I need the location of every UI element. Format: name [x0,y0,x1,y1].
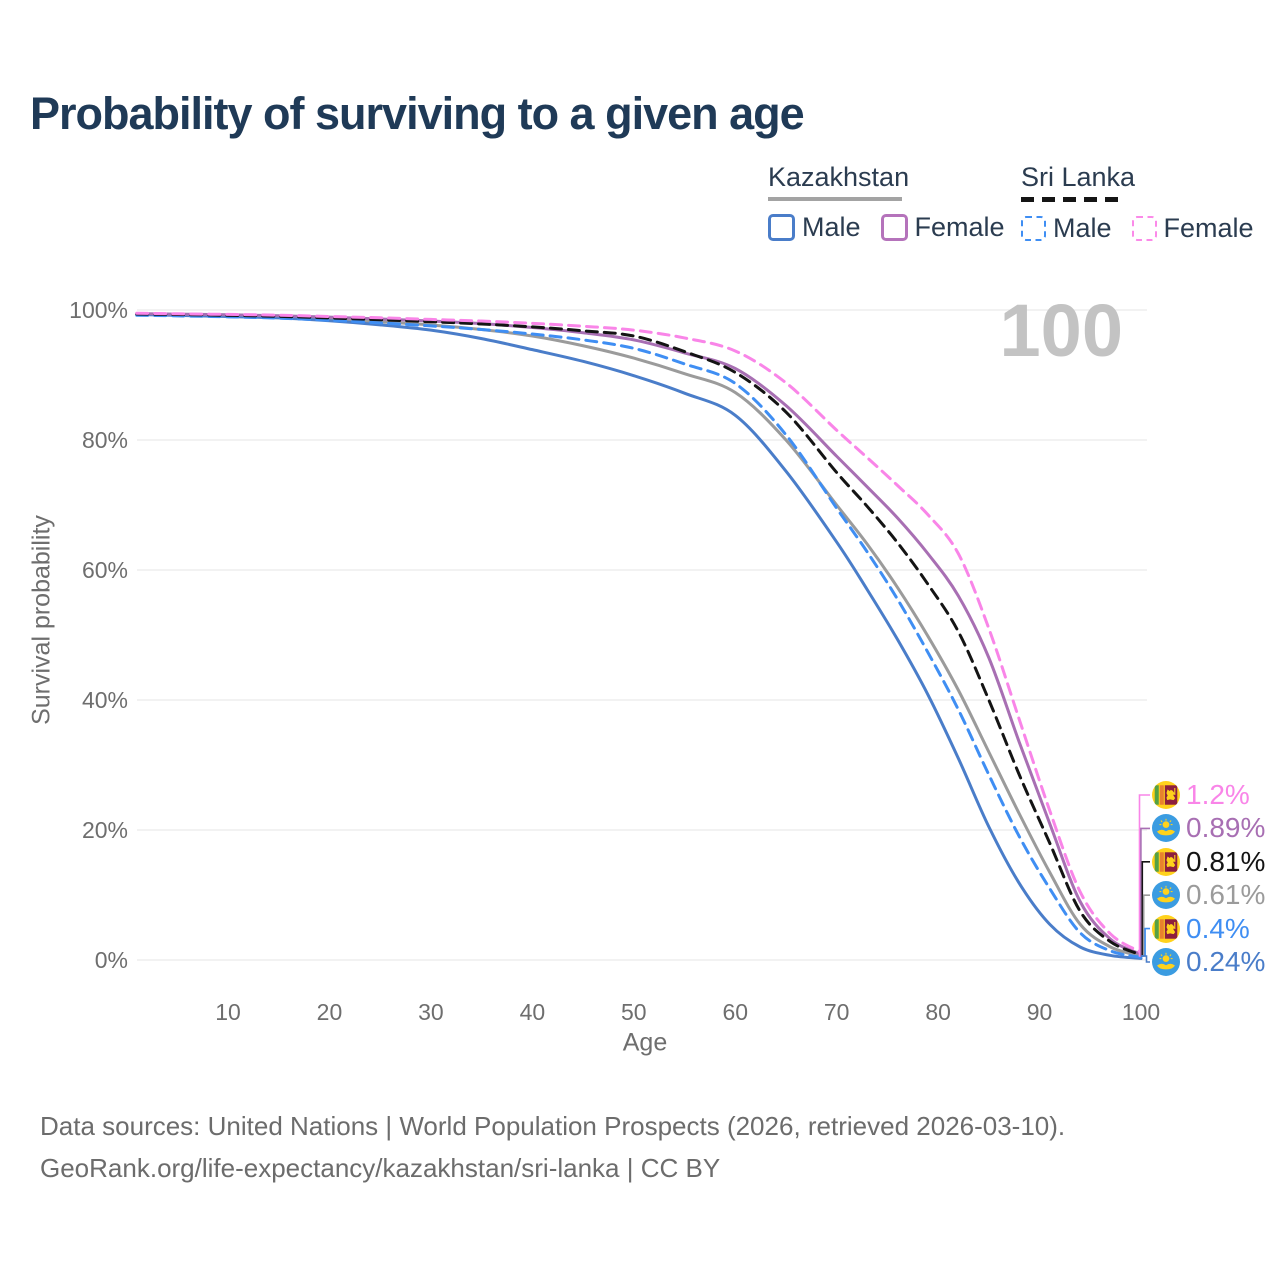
footer: Data sources: United Nations | World Pop… [40,1105,1065,1189]
legend-group-sri_lanka: Sri Lanka Male Female [1021,162,1254,244]
x-tick-100: 100 [1121,999,1161,1025]
sri-lanka-flag-icon [1152,781,1180,809]
y-tick-60%: 60% [81,557,128,583]
y-tick-20%: 20% [81,817,128,843]
legend-label-kz_male: Male [802,212,861,242]
x-tick-40: 40 [519,999,546,1025]
legend-label-sl_male: Male [1053,213,1112,243]
end-label-kz_male: 0.24% [1152,946,1265,978]
kazakhstan-flag-icon [1152,881,1180,910]
y-tick-80%: 80% [81,427,128,453]
y-tick-100%: 100% [69,297,128,323]
end-label-value: 0.4% [1186,912,1250,944]
end-label-value: 0.61% [1186,879,1266,911]
y-tick-0%: 0% [94,947,128,973]
curve-kz_total[interactable] [135,312,1143,958]
x-tick-90: 90 [1026,999,1053,1025]
sri-lanka-flag-icon [1152,847,1180,876]
sri-lanka-flag-icon [1152,914,1180,943]
legend-linestyle-sample-sri_lanka [1021,197,1125,202]
curve-sl_male[interactable] [135,313,1143,959]
curve-kz_female[interactable] [135,312,1143,956]
x-tick-80: 80 [925,999,951,1025]
footer-data-sources: Data sources: United Nations | World Pop… [40,1111,1066,1141]
legend-linestyle-sample-kazakhstan [768,197,902,201]
legend-toggle-sl_female[interactable]: Female [1131,213,1254,244]
kazakhstan-flag-icon [1152,814,1180,843]
legend-group-kazakhstan: Kazakhstan Male Female [768,162,1005,243]
legend-header-kazakhstan: Kazakhstan [768,162,910,192]
legend-checkbox-kz_male[interactable] [768,214,795,241]
x-tick-60: 60 [722,999,749,1025]
curve-kz_male[interactable] [135,313,1143,960]
x-tick-50: 50 [621,999,647,1025]
x-axis-title: Age [622,1028,668,1057]
watermark-100: 100 [999,289,1123,372]
x-tick-70: 70 [823,999,850,1025]
leader-line-kz_male [1141,955,1150,963]
kazakhstan-flag-icon [1152,948,1180,976]
x-tick-20: 20 [316,999,343,1025]
legend-label-kz_female: Female [914,212,1005,242]
legend-header-sri_lanka: Sri Lanka [1021,162,1136,192]
x-tick-30: 30 [418,999,444,1025]
leader-line-kz_female [1140,827,1150,957]
x-tick-10: 10 [215,999,241,1025]
legend-label-sl_female: Female [1163,213,1254,243]
curve-sl_total[interactable] [135,312,1143,957]
footer-attribution: GeoRank.org/life-expectancy/kazakhstan/s… [40,1153,721,1183]
legend-toggle-kz_female[interactable]: Female [880,212,1005,243]
y-axis-title: Survival probability [27,515,56,725]
end-label-sl_male: 0.4% [1152,913,1250,945]
end-label-value: 0.24% [1186,946,1266,977]
end-label-kz_female: 0.89% [1152,812,1265,844]
legend-checkbox-kz_female[interactable] [880,214,908,241]
legend-toggle-sl_male[interactable]: Male [1021,213,1112,244]
end-label-sl_total: 0.81% [1152,846,1265,878]
legend-toggle-kz_male[interactable]: Male [768,212,861,243]
end-label-value: 0.89% [1186,812,1266,844]
legend-checkbox-sl_female[interactable] [1131,216,1157,241]
end-label-value: 1.2% [1186,779,1250,810]
legend-checkbox-sl_male[interactable] [1021,216,1046,241]
end-label-kz_total: 0.61% [1152,879,1265,911]
y-tick-40%: 40% [81,687,128,713]
page-title: Probability of surviving to a given age [30,88,805,139]
end-label-value: 0.81% [1186,845,1266,877]
end-label-sl_female: 1.2% [1152,779,1250,811]
curve-sl_female[interactable] [135,311,1143,954]
